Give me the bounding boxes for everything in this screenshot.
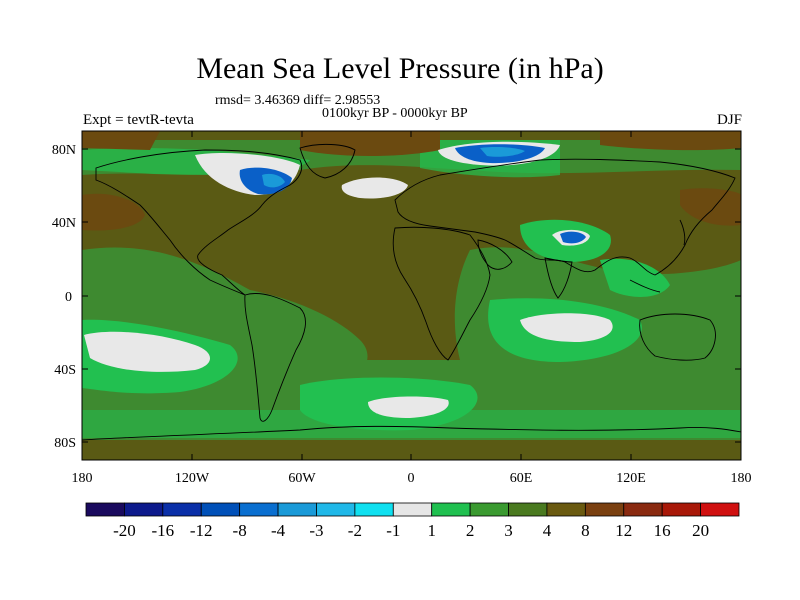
colorbar-label: 2 (466, 521, 475, 540)
lat-label-0: 0 (65, 290, 72, 305)
lon-label-120w: 120W (175, 471, 210, 486)
field-negative-strong (262, 147, 525, 188)
pressure-anomaly-field (82, 131, 741, 460)
period-label: 0100kyr BP - 0000kyr BP (322, 106, 468, 121)
lon-label-60w: 60W (288, 471, 316, 486)
colorbar: -20 -16 -12 -8 -4 -3 -2 -1 1 2 3 4 8 12 16 20 (85, 502, 740, 540)
colorbar-swatch (431, 502, 471, 517)
colorbar-label: 12 (615, 521, 632, 540)
lat-label-80s: 80S (54, 436, 76, 451)
colorbar-swatch (162, 502, 202, 517)
colorbar-label: -1 (386, 521, 400, 540)
colorbar-label: 4 (543, 521, 552, 540)
colorbar-label: -3 (309, 521, 323, 540)
lon-label-180e: 180 (731, 471, 752, 486)
colorbar-label: -20 (113, 521, 136, 540)
colorbar-swatch (700, 502, 740, 517)
colorbar-swatch (623, 502, 663, 517)
colorbar-swatch (200, 502, 241, 517)
lon-label-120e: 120E (616, 471, 646, 486)
colorbar-label: 3 (504, 521, 513, 540)
colorbar-swatch (277, 502, 317, 517)
colorbar-swatch (469, 502, 509, 517)
colorbar-swatch (392, 502, 433, 517)
colorbar-label: -4 (271, 521, 286, 540)
season-label: DJF (716, 112, 742, 128)
colorbar-swatch (546, 502, 586, 517)
colorbar-swatch (239, 502, 279, 517)
experiment-label: Expt = tevtR-tevta (83, 112, 194, 128)
coastlines (82, 143, 741, 441)
colorbar-swatch (508, 502, 548, 517)
colorbar-label: -8 (233, 521, 247, 540)
colorbar-label: 1 (427, 521, 436, 540)
stats-label: rmsd= 3.46369 diff= 2.98553 (215, 93, 381, 108)
lon-axis: 180 120W 60W 0 60E 120E 180 (72, 131, 752, 486)
colorbar-label: 8 (581, 521, 590, 540)
colorbar-swatch (85, 502, 125, 517)
plot-title: Mean Sea Level Pressure (in hPa) (196, 52, 604, 85)
lat-axis: 80N 40N 0 40S 80S (52, 143, 741, 451)
lon-label-0: 0 (408, 471, 415, 486)
colorbar-swatch (354, 502, 394, 517)
colorbar-label: -12 (190, 521, 213, 540)
lat-label-40s: 40S (54, 363, 76, 378)
colorbar-label: 20 (692, 521, 709, 540)
field-strong-positive (82, 131, 741, 231)
colorbar-label: 16 (654, 521, 671, 540)
colorbar-swatch (584, 502, 625, 517)
lon-label-180w: 180 (72, 471, 93, 486)
colorbar-swatch (661, 502, 701, 517)
colorbar-swatch (316, 502, 356, 517)
colorbar-label: -16 (151, 521, 174, 540)
lat-label-40n: 40N (52, 216, 76, 231)
colorbar-label: -2 (348, 521, 362, 540)
lon-label-60e: 60E (510, 471, 533, 486)
colorbar-swatch (124, 502, 164, 517)
lat-label-80n: 80N (52, 143, 76, 158)
